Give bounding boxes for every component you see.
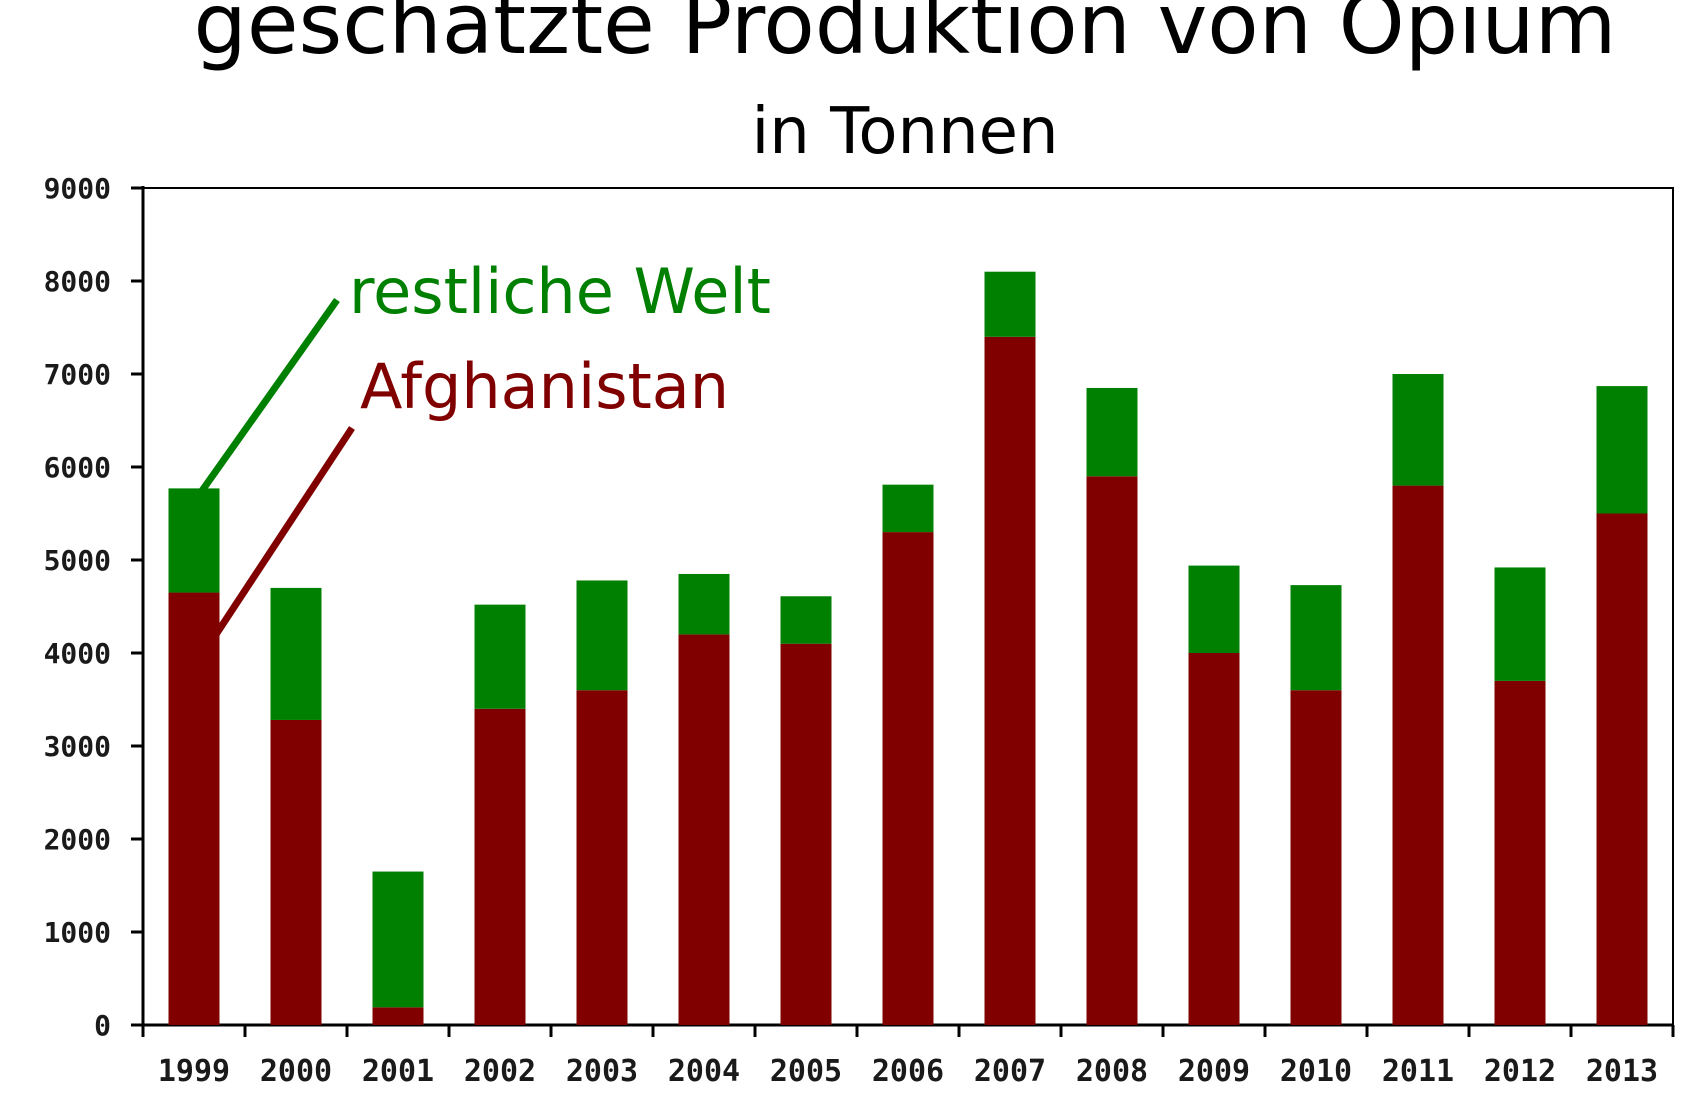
- bar-afghanistan-2000: [270, 719, 322, 1025]
- bar-afghanistan-2003: [576, 690, 628, 1025]
- x-tick-label: 2004: [668, 1054, 740, 1089]
- x-tick-label: 2003: [566, 1054, 638, 1089]
- x-tick-label: 2011: [1382, 1054, 1454, 1089]
- bar-afghanistan-2009: [1188, 653, 1240, 1025]
- bar-restliche-welt-2004: [678, 573, 730, 635]
- bar-restliche-welt-2008: [1086, 387, 1138, 477]
- y-tick-label: 2000: [44, 823, 111, 856]
- bar-afghanistan-2008: [1086, 476, 1138, 1025]
- bar-afghanistan-2005: [780, 643, 832, 1025]
- x-tick-label: 2008: [1076, 1054, 1148, 1089]
- bar-afghanistan-2006: [882, 532, 934, 1025]
- bar-restliche-welt-2012: [1494, 567, 1546, 681]
- legend-leader-afghanistan: [211, 426, 355, 640]
- bar-afghanistan-2007: [984, 336, 1036, 1025]
- legend-leader-restliche-welt: [195, 297, 340, 499]
- chart-subtitle: in Tonnen: [751, 95, 1059, 169]
- x-tick-label: 2013: [1586, 1054, 1658, 1089]
- bar-afghanistan-2004: [678, 634, 730, 1025]
- y-tick-label: 7000: [44, 358, 111, 391]
- bar-restliche-welt-1999: [168, 488, 220, 593]
- bar-afghanistan-2011: [1392, 485, 1444, 1026]
- x-tick-label: 1999: [158, 1054, 230, 1089]
- bar-afghanistan-2010: [1290, 690, 1342, 1025]
- bar-restliche-welt-2010: [1290, 585, 1342, 691]
- bar-afghanistan-2001: [372, 1007, 424, 1025]
- x-tick-label: 2002: [464, 1054, 536, 1089]
- bar-afghanistan-2012: [1494, 680, 1546, 1025]
- bar-afghanistan-1999: [168, 592, 220, 1025]
- x-tick-label: 2007: [974, 1054, 1046, 1089]
- bar-restliche-welt-2005: [780, 596, 832, 644]
- bar-restliche-welt-2006: [882, 484, 934, 533]
- x-tick-label: 2012: [1484, 1054, 1556, 1089]
- legend-label-afghanistan: Afghanistan: [360, 350, 729, 423]
- bar-restliche-welt-2000: [270, 587, 322, 720]
- bar-restliche-welt-2011: [1392, 374, 1444, 486]
- legend-label-restliche-welt: restliche Welt: [349, 255, 771, 328]
- x-tick-label: 2009: [1178, 1054, 1250, 1089]
- y-tick-label: 5000: [44, 544, 111, 577]
- x-tick-label: 2005: [770, 1054, 842, 1089]
- bar-restliche-welt-2001: [372, 871, 424, 1008]
- y-tick-label: 1000: [44, 916, 111, 949]
- y-tick-label: 3000: [44, 730, 111, 763]
- bar-restliche-welt-2003: [576, 580, 628, 691]
- chart-title: geschätzte Produktion von Opium: [193, 0, 1617, 73]
- y-tick-label: 6000: [44, 451, 111, 484]
- x-tick-label: 2000: [260, 1054, 332, 1089]
- bar-afghanistan-2002: [474, 708, 526, 1025]
- y-tick-label: 0: [94, 1009, 111, 1042]
- bar-afghanistan-2013: [1596, 513, 1648, 1025]
- y-tick-label: 8000: [44, 265, 111, 298]
- y-tick-label: 4000: [44, 637, 111, 670]
- x-tick-label: 2006: [872, 1054, 944, 1089]
- bar-restliche-welt-2002: [474, 604, 526, 709]
- bar-restliche-welt-2009: [1188, 565, 1240, 653]
- y-tick-label: 9000: [44, 172, 111, 205]
- x-tick-label: 2001: [362, 1054, 434, 1089]
- bar-restliche-welt-2007: [984, 271, 1036, 337]
- x-tick-label: 2010: [1280, 1054, 1352, 1089]
- bar-restliche-welt-2013: [1596, 386, 1648, 514]
